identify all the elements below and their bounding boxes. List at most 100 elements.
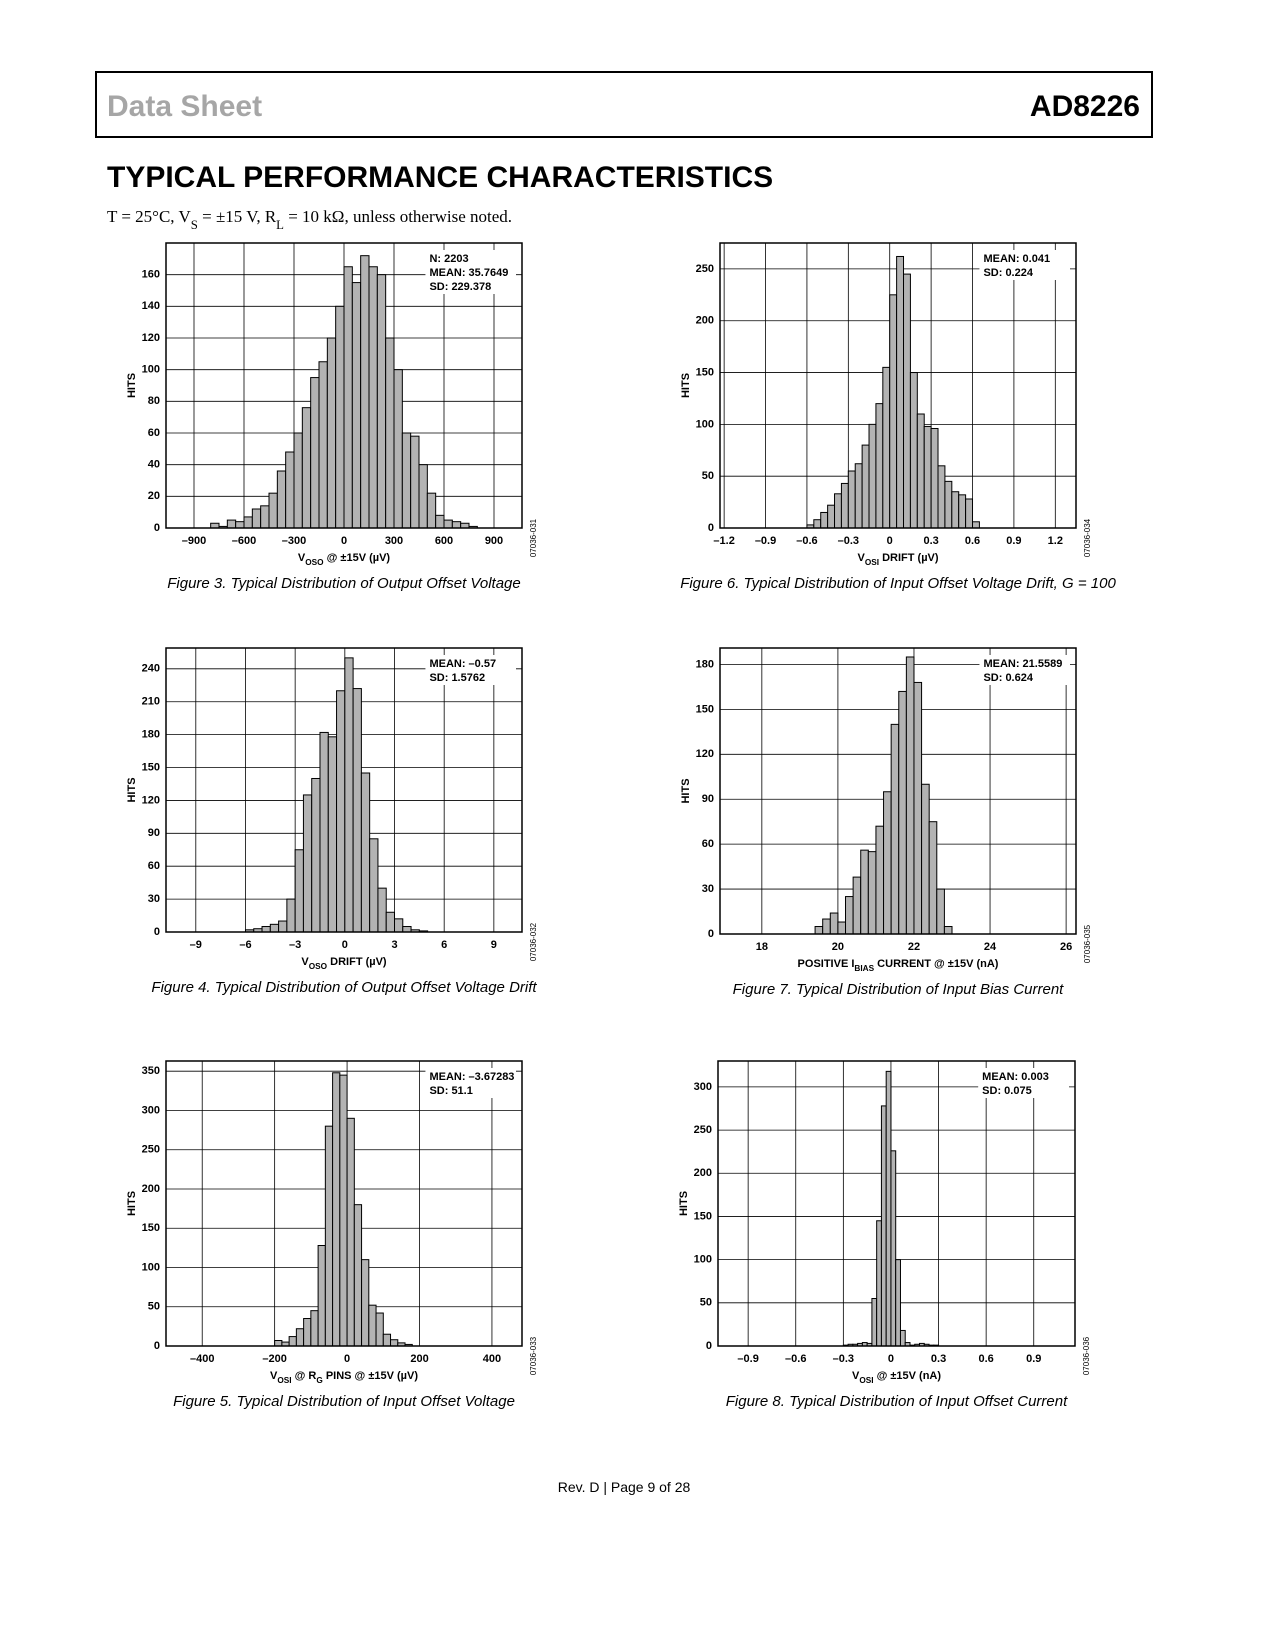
bar: [385, 911, 396, 933]
x-tick-label: 24: [984, 941, 997, 953]
figure-id: 07036-031: [529, 518, 538, 557]
x-tick-label: –6: [239, 939, 251, 951]
x-tick-label: 22: [908, 941, 920, 953]
bar: [260, 505, 270, 529]
x-tick-label: 0.3: [923, 535, 938, 547]
text-part: = 10 kΩ, unless otherwise noted.: [284, 207, 512, 226]
y-tick-label: 80: [148, 395, 160, 407]
x-tick-label: –1.2: [713, 535, 734, 547]
bar: [327, 736, 338, 933]
bar: [923, 425, 932, 529]
y-tick-label: 100: [696, 418, 714, 430]
annotation: MEAN: –0.57: [429, 658, 496, 670]
y-tick-label: 160: [142, 269, 160, 281]
conditions: T = 25°C, VS = ±15 V, RL = 10 kΩ, unless…: [107, 207, 512, 232]
y-tick-label: 250: [696, 263, 714, 275]
bar: [868, 423, 877, 529]
subscript: L: [276, 218, 284, 232]
bar: [867, 851, 877, 935]
y-tick-label: 150: [694, 1210, 712, 1222]
bar: [302, 794, 313, 933]
bar: [243, 516, 253, 529]
figure-caption: Figure 8. Typical Distribution of Input …: [726, 1393, 1068, 1410]
bar: [875, 825, 885, 935]
bar: [344, 657, 354, 933]
bar: [426, 492, 437, 529]
bar: [827, 504, 836, 529]
bar: [278, 920, 288, 933]
y-tick-label: 300: [694, 1081, 712, 1093]
y-tick-label: 100: [694, 1254, 712, 1266]
bar: [376, 274, 387, 529]
y-tick-label: 100: [142, 1261, 160, 1273]
x-axis-label: VOSI @ ±15V (nA): [852, 1370, 941, 1385]
annotation: SD: 0.624: [983, 672, 1033, 684]
x-tick-label: 1.2: [1048, 535, 1063, 547]
subscript: OSO: [309, 962, 328, 971]
bar: [390, 1339, 399, 1347]
bar: [310, 1310, 319, 1347]
subscript: S: [191, 218, 198, 232]
plot-frame: [719, 647, 1077, 935]
bar: [310, 377, 320, 529]
y-tick-label: 250: [694, 1124, 712, 1136]
text-part: V: [852, 1370, 860, 1382]
figure-caption: Figure 6. Typical Distribution of Input …: [680, 575, 1116, 592]
bar: [276, 470, 287, 529]
subscript: OSI: [865, 558, 879, 567]
plot-frame: [719, 242, 1077, 529]
bar: [382, 1333, 392, 1347]
figure-caption: Figure 4. Typical Distribution of Output…: [151, 979, 537, 996]
bar: [353, 1204, 363, 1347]
text-part: DRIFT (µV): [327, 956, 387, 968]
bar: [332, 1072, 341, 1347]
x-tick-label: 0: [342, 939, 348, 951]
y-tick-label: 30: [148, 893, 160, 905]
x-tick-label: 400: [483, 1353, 501, 1365]
bar: [317, 1245, 326, 1347]
bar: [410, 435, 420, 529]
y-tick-label: 50: [702, 470, 714, 482]
x-tick-label: –9: [190, 939, 202, 951]
bar: [876, 1220, 882, 1347]
x-tick-label: 3: [391, 939, 397, 951]
bar: [375, 1312, 384, 1347]
bar: [890, 1150, 897, 1347]
bar: [393, 369, 403, 529]
x-tick-label: 0.6: [978, 1353, 993, 1365]
bar: [921, 783, 930, 935]
bar: [905, 656, 915, 935]
bar: [351, 282, 362, 529]
x-tick-label: –0.9: [737, 1353, 758, 1365]
bar: [226, 519, 237, 529]
text-part: CURRENT @ ±15V (nA): [874, 958, 999, 970]
bar: [860, 849, 869, 935]
bar: [972, 521, 980, 529]
bar: [339, 1074, 348, 1347]
y-tick-label: 0: [154, 522, 160, 534]
annotation: MEAN: –3.67283: [429, 1071, 514, 1083]
bar: [834, 493, 842, 529]
footer: Rev. D | Page 9 of 28: [558, 1479, 691, 1495]
bar: [251, 508, 262, 529]
y-tick-label: 90: [148, 827, 160, 839]
y-tick-label: 20: [148, 490, 160, 502]
subscript: G: [316, 1376, 322, 1385]
y-tick-label: 0: [708, 522, 714, 534]
bar: [303, 1318, 312, 1347]
x-tick-label: 900: [485, 535, 503, 547]
bar: [368, 1304, 377, 1347]
y-tick-label: 200: [694, 1167, 712, 1179]
x-tick-label: –3: [289, 939, 301, 951]
section-title: TYPICAL PERFORMANCE CHARACTERISTICS: [107, 161, 773, 194]
y-tick-label: 150: [696, 366, 714, 378]
x-tick-label: –0.3: [838, 535, 859, 547]
x-axis-label: VOSI @ RG PINS @ ±15V (µV): [270, 1370, 418, 1385]
bar: [368, 266, 378, 529]
y-tick-label: 0: [154, 926, 160, 938]
bar: [435, 514, 445, 529]
text-part: V: [857, 552, 865, 564]
x-tick-label: –200: [262, 1353, 286, 1365]
bar: [829, 912, 839, 935]
